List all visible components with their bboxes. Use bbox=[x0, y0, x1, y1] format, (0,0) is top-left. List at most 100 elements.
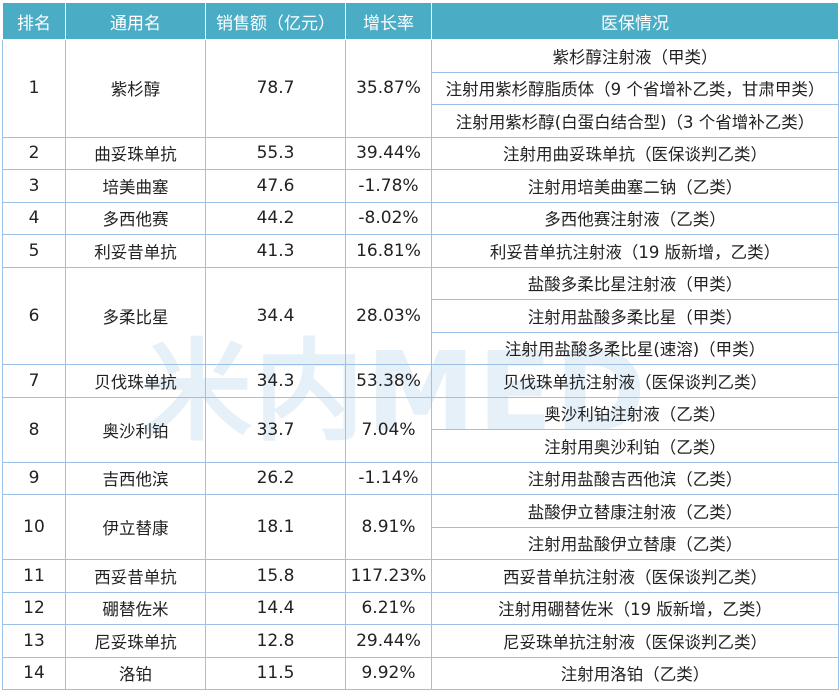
name-cell: 紫杉醇 bbox=[65, 39, 206, 138]
name-cell: 西妥昔单抗 bbox=[65, 559, 206, 593]
insurance-cell: 注射用盐酸吉西他滨（乙类） bbox=[431, 461, 839, 495]
growth-cell: 8.91% bbox=[345, 494, 432, 560]
insurance-cell: 注射用硼替佐米（19 版新增，乙类） bbox=[431, 591, 839, 625]
sales-cell: 11.5 bbox=[205, 656, 346, 690]
insurance-cell: 注射用盐酸多柔比星(速溶)（甲类） bbox=[431, 331, 839, 365]
name-cell: 曲妥珠单抗 bbox=[65, 136, 206, 170]
rank-cell: 10 bbox=[2, 494, 66, 560]
rank-cell: 14 bbox=[2, 656, 66, 690]
insurance-cell: 利妥昔单抗注射液（19 版新增，乙类） bbox=[431, 234, 839, 268]
growth-cell: -1.14% bbox=[345, 461, 432, 495]
rank-cell: 8 bbox=[2, 396, 66, 463]
insurance-cell: 注射用紫杉醇脂质体（9 个省增补乙类，甘肃甲类） bbox=[431, 71, 839, 105]
table-row: 12 硼替佐米 14.4 6.21% 注射用硼替佐米（19 版新增，乙类） bbox=[2, 591, 839, 625]
table-row: 9 吉西他滨 26.2 -1.14% 注射用盐酸吉西他滨（乙类） bbox=[2, 461, 839, 495]
insurance-cell: 尼妥珠单抗注射液（医保谈判乙类） bbox=[431, 624, 839, 658]
table-row: 3 培美曲塞 47.6 -1.78% 注射用培美曲塞二钠（乙类） bbox=[2, 169, 839, 203]
rank-cell: 7 bbox=[2, 364, 66, 398]
sales-cell: 34.3 bbox=[205, 364, 346, 398]
table-row: 5 利妥昔单抗 41.3 16.81% 利妥昔单抗注射液（19 版新增，乙类） bbox=[2, 234, 839, 268]
insurance-cell: 紫杉醇注射液（甲类） bbox=[431, 39, 839, 73]
table-row: 14 洛铂 11.5 9.92% 注射用洛铂（乙类） bbox=[2, 656, 839, 690]
name-cell: 贝伐珠单抗 bbox=[65, 364, 206, 398]
rank-cell: 3 bbox=[2, 169, 66, 203]
insurance-cell: 注射用培美曲塞二钠（乙类） bbox=[431, 169, 839, 203]
sales-cell: 47.6 bbox=[205, 169, 346, 203]
table-row: 7 贝伐珠单抗 34.3 53.38% 贝伐珠单抗注射液（医保谈判乙类） bbox=[2, 364, 839, 398]
insurance-cell: 注射用盐酸多柔比星（甲类） bbox=[431, 299, 839, 333]
table-row: 注射用紫杉醇(白蛋白结合型)（3 个省增补乙类） bbox=[3, 104, 839, 138]
rank-cell: 13 bbox=[2, 624, 66, 658]
insurance-cell: 注射用紫杉醇(白蛋白结合型)（3 个省增补乙类） bbox=[431, 104, 839, 138]
insurance-cell: 注射用曲妥珠单抗（医保谈判乙类） bbox=[431, 136, 839, 170]
rank-cell: 12 bbox=[2, 591, 66, 625]
table-row: 注射用紫杉醇脂质体（9 个省增补乙类，甘肃甲类） bbox=[3, 71, 839, 105]
name-cell: 洛铂 bbox=[65, 656, 206, 690]
table-row: 11 西妥昔单抗 15.8 117.23% 西妥昔单抗注射液（医保谈判乙类） bbox=[2, 559, 839, 593]
table-row: 13 尼妥珠单抗 12.8 29.44% 尼妥珠单抗注射液（医保谈判乙类） bbox=[2, 624, 839, 658]
rank-cell: 6 bbox=[2, 266, 66, 365]
sales-cell: 26.2 bbox=[205, 461, 346, 495]
table-row: 4 多西他赛 44.2 -8.02% 多西他赛注射液（乙类） bbox=[2, 201, 839, 235]
growth-cell: 35.87% bbox=[345, 39, 432, 138]
name-cell: 尼妥珠单抗 bbox=[65, 624, 206, 658]
name-cell: 培美曲塞 bbox=[65, 169, 206, 203]
name-cell: 利妥昔单抗 bbox=[65, 234, 206, 268]
name-cell: 硼替佐米 bbox=[65, 591, 206, 625]
name-cell: 伊立替康 bbox=[65, 494, 206, 560]
header-growth: 增长率 bbox=[345, 2, 432, 40]
growth-cell: -1.78% bbox=[345, 169, 432, 203]
insurance-cell: 盐酸多柔比星注射液（甲类） bbox=[431, 266, 839, 300]
growth-cell: 28.03% bbox=[345, 266, 432, 365]
rank-cell: 2 bbox=[2, 136, 66, 170]
insurance-cell: 注射用奥沙利铂（乙类） bbox=[431, 429, 839, 463]
table-row: 1 紫杉醇 78.7 35.87% 紫杉醇注射液（甲类） bbox=[2, 39, 839, 138]
insurance-cell: 贝伐珠单抗注射液（医保谈判乙类） bbox=[431, 364, 839, 398]
table-row: 注射用盐酸伊立替康（乙类） bbox=[3, 526, 839, 560]
rank-cell: 11 bbox=[2, 559, 66, 593]
sales-cell: 18.1 bbox=[205, 494, 346, 560]
header-sales: 销售额（亿元） bbox=[205, 2, 346, 40]
sales-cell: 33.7 bbox=[205, 396, 346, 463]
rank-cell: 9 bbox=[2, 461, 66, 495]
growth-cell: 53.38% bbox=[345, 364, 432, 398]
header-name: 通用名 bbox=[65, 2, 206, 40]
table-row: 6 多柔比星 34.4 28.03% 盐酸多柔比星注射液（甲类） bbox=[2, 266, 839, 365]
sales-cell: 14.4 bbox=[205, 591, 346, 625]
rank-cell: 4 bbox=[2, 201, 66, 235]
insurance-cell: 注射用洛铂（乙类） bbox=[431, 656, 839, 690]
table-body: 1 紫杉醇 78.7 35.87% 紫杉醇注射液（甲类） 注射用紫杉醇脂质体（9 个省增补… bbox=[2, 39, 839, 690]
growth-cell: 29.44% bbox=[345, 624, 432, 658]
header-insurance: 医保情况 bbox=[431, 2, 839, 40]
growth-cell: -8.02% bbox=[345, 201, 432, 235]
sales-cell: 41.3 bbox=[205, 234, 346, 268]
insurance-cell: 奥沙利铂注射液（乙类） bbox=[431, 396, 839, 430]
growth-cell: 6.21% bbox=[345, 591, 432, 625]
name-cell: 多西他赛 bbox=[65, 201, 206, 235]
growth-cell: 7.04% bbox=[345, 396, 432, 463]
growth-cell: 39.44% bbox=[345, 136, 432, 170]
growth-cell: 9.92% bbox=[345, 656, 432, 690]
sales-cell: 55.3 bbox=[205, 136, 346, 170]
insurance-cell: 注射用盐酸伊立替康（乙类） bbox=[431, 526, 839, 560]
sales-cell: 44.2 bbox=[205, 201, 346, 235]
rank-cell: 5 bbox=[2, 234, 66, 268]
name-cell: 多柔比星 bbox=[65, 266, 206, 365]
table-row: 注射用盐酸多柔比星（甲类） bbox=[3, 299, 839, 333]
rank-cell: 1 bbox=[2, 39, 66, 138]
insurance-cell: 盐酸伊立替康注射液（乙类） bbox=[431, 494, 839, 528]
table-row: 2 曲妥珠单抗 55.3 39.44% 注射用曲妥珠单抗（医保谈判乙类） bbox=[2, 136, 839, 170]
sales-cell: 34.4 bbox=[205, 266, 346, 365]
header-rank: 排名 bbox=[2, 2, 66, 40]
insurance-cell: 西妥昔单抗注射液（医保谈判乙类） bbox=[431, 559, 839, 593]
growth-cell: 16.81% bbox=[345, 234, 432, 268]
sales-cell: 78.7 bbox=[205, 39, 346, 138]
table-row: 8 奥沙利铂 33.7 7.04% 奥沙利铂注射液（乙类） bbox=[2, 396, 839, 463]
table-row: 注射用奥沙利铂（乙类） bbox=[3, 429, 839, 463]
header-row: 排名 通用名 销售额（亿元） 增长率 医保情况 bbox=[2, 2, 839, 40]
sales-cell: 15.8 bbox=[205, 559, 346, 593]
name-cell: 奥沙利铂 bbox=[65, 396, 206, 463]
table-row: 10 伊立替康 18.1 8.91% 盐酸伊立替康注射液（乙类） bbox=[2, 494, 839, 560]
